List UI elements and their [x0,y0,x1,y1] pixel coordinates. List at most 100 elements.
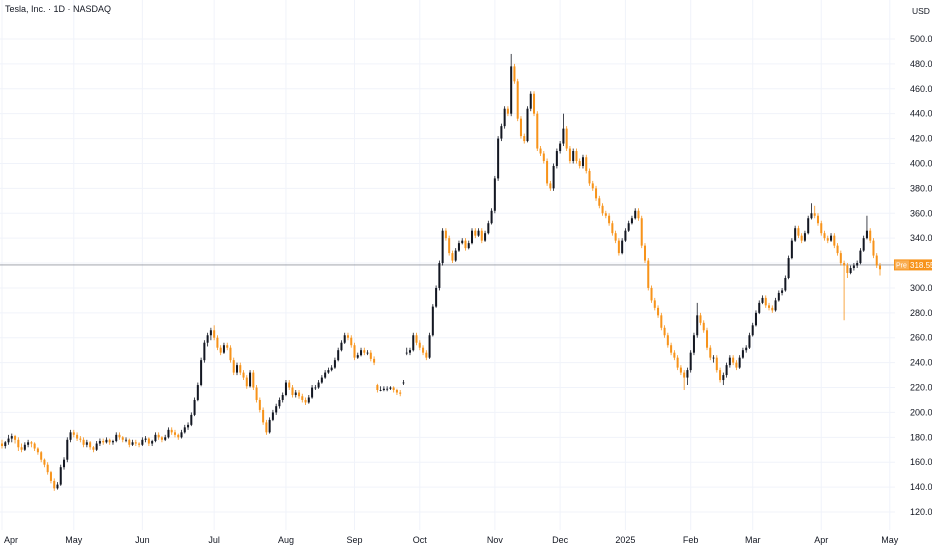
candle-down [14,436,17,440]
candle-up [7,438,10,443]
candle-up [203,342,206,361]
candle-up [758,302,761,313]
candle-up [555,151,558,166]
candle-up [790,240,793,259]
y-tick-label: 500.00 [910,34,932,44]
candle-up [275,406,278,413]
y-tick-label: 380.00 [910,183,932,193]
candle-down [826,238,829,241]
candle-down [40,452,43,460]
candle-down [715,357,718,371]
y-tick-label: 120.00 [910,507,932,517]
candle-up [144,438,147,440]
candle-down [683,372,686,378]
x-tick-label: Nov [487,535,504,545]
candle-down [546,160,549,184]
y-tick-label: 280.00 [910,308,932,318]
candle-down [588,170,591,184]
candle-up [497,138,500,179]
candle-up [712,357,715,359]
candle-up [115,434,118,442]
candle-down [869,230,872,241]
x-tick-label: Oct [413,535,428,545]
candle-up [761,297,764,303]
y-tick-label: 140.00 [910,482,932,492]
candle-up [438,263,441,288]
candle-down [30,442,33,444]
candle-down [719,370,722,381]
candle-down [422,347,425,353]
candle-down [506,108,509,114]
candle-up [379,390,382,391]
candle-up [689,352,692,371]
candle-up [314,387,317,389]
candle-down [533,93,536,114]
candle-up [330,367,333,371]
pre-price-value: 318.55 [910,261,932,270]
candle-up [151,441,154,444]
y-tick-label: 260.00 [910,333,932,343]
candle-down [764,297,767,306]
candle-up [327,370,330,373]
candle-up [562,128,565,144]
candle-up [209,330,212,336]
candle-down [216,337,219,348]
candle-down [591,183,594,189]
candle-up [333,360,336,368]
candle-up [627,223,630,231]
candle-down [823,233,826,239]
candle-down [539,148,542,154]
candle-up [581,157,584,166]
candle-down [392,387,395,391]
candle-up [412,335,415,351]
candle-down [79,438,82,440]
candle-up [98,441,101,444]
candle-down [118,434,121,438]
candle-up [500,126,503,139]
x-tick-label: Jun [135,535,150,545]
candle-up [470,230,474,244]
candle-down [350,337,353,346]
candle-down [568,148,571,161]
candle-down [647,260,650,288]
candle-up [859,250,862,264]
candle-down [523,136,526,142]
candle-up [624,230,627,241]
candle-up [187,424,190,428]
x-tick-label: Aug [278,535,294,545]
candle-up [360,350,363,356]
y-tick-label: 160.00 [910,457,932,467]
candle-down [229,347,232,361]
candle-down [666,335,669,346]
x-tick-label: Mar [745,535,761,545]
candle-down [676,357,679,368]
y-tick-label: 340.00 [910,233,932,243]
candle-up [461,240,464,244]
candle-up [402,382,405,384]
candle-up [634,210,637,219]
candle-down [601,205,604,214]
candle-up [457,243,460,251]
candle-down [843,263,846,266]
price-tag-background [894,259,932,271]
candle-up [23,444,26,450]
candle-up [856,263,859,266]
candle-up [774,300,777,311]
candle-down [239,365,242,373]
currency-label[interactable]: USD [912,6,930,16]
candle-up [725,365,728,376]
candle-up [630,218,633,224]
candle-up [4,442,7,447]
candle-up [454,250,457,261]
candle-down [147,438,150,444]
candle-up [164,437,167,440]
candle-up [748,335,751,348]
y-tick-label: 220.00 [910,383,932,393]
candle-down [82,439,85,445]
candle-up [849,268,852,274]
candle-down [878,265,882,270]
candle-down [0,443,4,447]
candle-down [232,360,235,373]
candle-down [242,372,245,378]
y-tick-label: 460.00 [910,84,932,94]
